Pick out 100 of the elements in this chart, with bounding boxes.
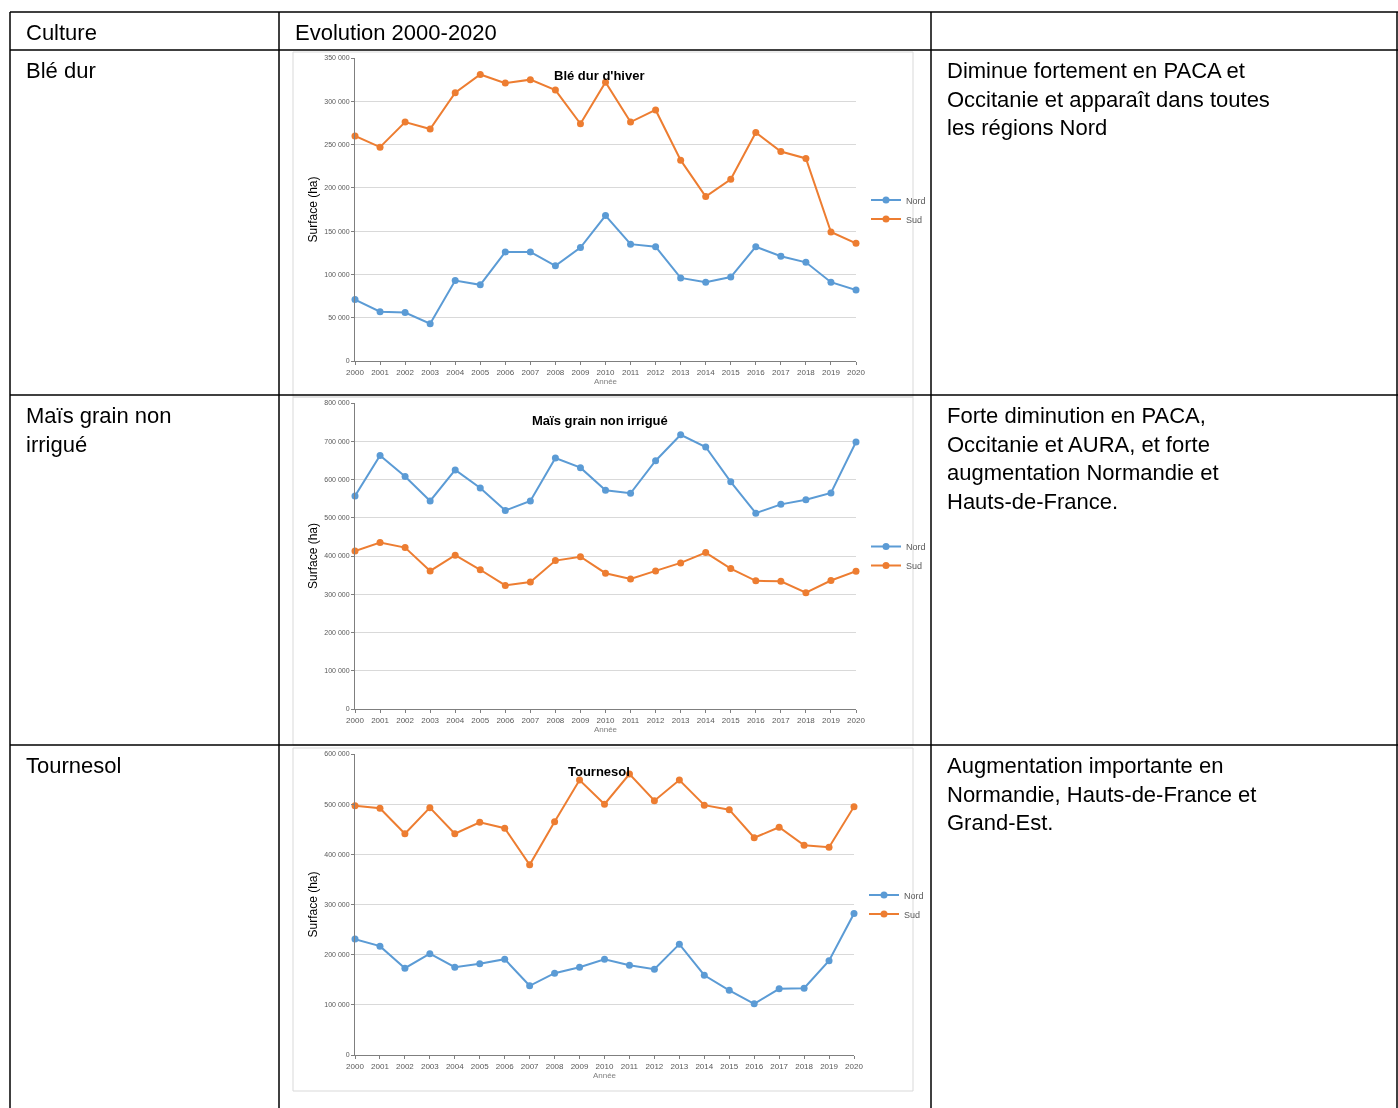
point — [576, 120, 584, 128]
text: Augmentation importante en Normandie, Hauts-de-France et Grand-Est. — [947, 753, 1257, 836]
point — [800, 841, 808, 849]
x-tick-label: 2014 — [696, 715, 716, 725]
x-tick-label: 2013 — [671, 367, 691, 377]
y-axis-title: Surface (ha) — [305, 871, 320, 938]
point — [677, 559, 685, 567]
point — [750, 1000, 758, 1008]
point — [752, 243, 760, 251]
point — [476, 70, 484, 78]
point — [526, 861, 534, 869]
point — [777, 252, 785, 260]
point — [627, 118, 635, 126]
point — [725, 806, 733, 814]
point — [401, 544, 409, 552]
point — [750, 834, 758, 842]
point — [576, 464, 584, 472]
point — [650, 797, 658, 805]
point — [476, 484, 484, 492]
point — [827, 489, 835, 497]
point — [752, 128, 760, 136]
point — [727, 565, 735, 573]
x-tick-label: 2002 — [396, 367, 415, 377]
point — [551, 454, 559, 462]
point — [850, 803, 858, 811]
point — [775, 823, 783, 831]
text: Maïs grain non irrigué — [26, 403, 172, 457]
x-tick-label: 2008 — [546, 367, 565, 377]
x-tick-label: 2000 — [346, 715, 365, 725]
x-tick-label: 2010 — [595, 1061, 614, 1071]
x-tick-label: 2018 — [797, 367, 816, 377]
point — [426, 950, 434, 958]
x-tick-label: 2012 — [646, 367, 666, 377]
x-tick-label: 2009 — [571, 715, 590, 725]
point — [426, 125, 434, 133]
point — [625, 961, 633, 969]
x-tick-label: 2004 — [446, 715, 465, 725]
x-tick-label: 2007 — [520, 1061, 540, 1071]
text: Maïs grain non irrigué — [532, 413, 668, 428]
point — [401, 118, 409, 126]
x-tick-label: 2020 — [847, 715, 866, 725]
point — [376, 308, 384, 316]
legend-label: Sud — [906, 561, 923, 572]
point — [526, 76, 534, 84]
x-tick-label: 2016 — [746, 715, 766, 725]
text: Evolution 2000-2020 — [295, 20, 497, 45]
point — [451, 89, 459, 97]
x-tick-label: 2019 — [822, 367, 841, 377]
point — [376, 143, 384, 151]
point — [426, 804, 434, 812]
text: Forte diminution en PACA, Occitanie et AURA, et forte augmentation Normandie et Hauts-de-France. — [947, 403, 1219, 514]
x-tick-label: 2002 — [396, 1061, 415, 1071]
point — [476, 818, 484, 826]
x-tick-label: 2008 — [545, 1061, 565, 1071]
x-tick-label: 2001 — [371, 1061, 390, 1071]
x-tick-label: 2013 — [671, 715, 691, 725]
y-axis-title: Surface (ha) — [305, 176, 320, 243]
point — [752, 509, 760, 517]
x-tick-label: 2012 — [645, 1061, 664, 1071]
point — [802, 258, 810, 266]
x-tick-label: 2000 — [346, 1061, 365, 1071]
text: Blé dur — [26, 58, 96, 83]
point — [752, 577, 760, 585]
x-tick-label: 2007 — [521, 367, 540, 377]
point — [501, 506, 509, 514]
x-tick-label: 2016 — [745, 1061, 764, 1071]
point — [376, 804, 384, 812]
x-tick-label: 2014 — [696, 367, 716, 377]
point — [802, 154, 810, 162]
point — [677, 156, 685, 164]
x-tick-label: 2010 — [596, 715, 615, 725]
point — [652, 106, 660, 114]
point — [652, 243, 660, 251]
x-tick-label: 2005 — [471, 715, 490, 725]
point — [852, 286, 860, 294]
point — [376, 942, 384, 950]
x-tick-label: 2002 — [396, 715, 415, 725]
point — [401, 309, 409, 317]
x-tick-label: 2020 — [845, 1061, 864, 1071]
point — [827, 576, 835, 584]
point — [601, 955, 608, 963]
point — [702, 278, 710, 286]
point — [501, 79, 509, 87]
point — [501, 581, 509, 589]
x-tick-label: 2009 — [571, 367, 590, 377]
point — [850, 910, 858, 918]
point — [700, 971, 708, 979]
x-tick-label: 2011 — [621, 715, 640, 725]
x-tick-label: 2016 — [746, 367, 766, 377]
point — [675, 776, 683, 784]
x-tick-label: 2001 — [371, 715, 390, 725]
x-tick-label: 2004 — [445, 1061, 465, 1071]
point — [551, 86, 559, 94]
point — [551, 818, 559, 826]
point — [426, 497, 434, 505]
point — [451, 551, 459, 559]
point — [501, 824, 509, 832]
point — [476, 566, 484, 574]
legend-label: Nord — [904, 890, 924, 901]
point — [576, 776, 584, 784]
